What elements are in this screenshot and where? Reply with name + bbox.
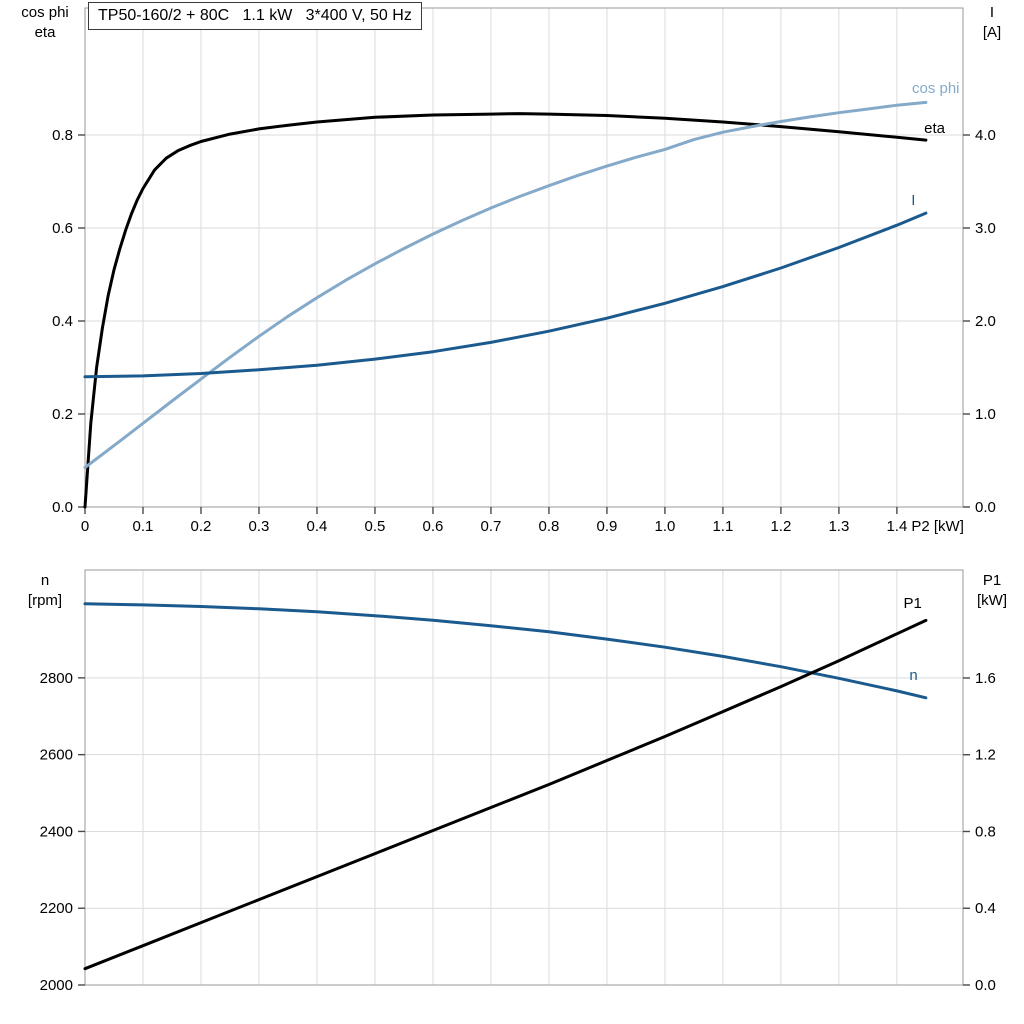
x-axis-tick-label: 0.8 bbox=[539, 518, 560, 535]
x-axis-tick-label: 0.7 bbox=[481, 518, 502, 535]
x-axis-tick-label: 1.1 bbox=[712, 518, 733, 535]
x-axis-tick-label: 1.2 bbox=[770, 518, 791, 535]
axis-title-line: [kW] bbox=[977, 592, 1007, 609]
top-chart-right-axis-title: I [A] bbox=[962, 3, 1022, 43]
curve-label-eta: eta bbox=[924, 120, 946, 137]
x-axis-tick-label: 0.3 bbox=[249, 518, 270, 535]
left-axis-tick-label: 0.8 bbox=[52, 127, 73, 144]
curve-label-P1: P1 bbox=[903, 595, 921, 612]
x-axis-tick-label: 0.6 bbox=[423, 518, 444, 535]
right-axis-tick-label: 0.4 bbox=[975, 900, 996, 917]
x-axis-tick-label: 0.4 bbox=[307, 518, 328, 535]
series-I-curve bbox=[83, 211, 928, 379]
right-axis-tick-label: 1.2 bbox=[975, 747, 996, 764]
right-axis-tick-label: 2.0 bbox=[975, 313, 996, 330]
axis-title-line: [A] bbox=[982, 24, 1002, 41]
axis-title-line: cos phi bbox=[21, 4, 69, 21]
axis-title-line: I bbox=[989, 4, 995, 21]
left-axis-tick-label: 2400 bbox=[40, 823, 73, 840]
x-axis-tick-label: 0 bbox=[81, 518, 89, 535]
x-axis-tick-label: 0.1 bbox=[133, 518, 154, 535]
bottom-chart-left-axis-title: n [rpm] bbox=[6, 571, 84, 611]
left-axis-tick-label: 2800 bbox=[40, 670, 73, 687]
bottom-chart-right-axis-title: P1 [kW] bbox=[962, 571, 1022, 611]
left-axis-tick-label: 0.2 bbox=[52, 406, 73, 423]
left-axis-tick-label: 2600 bbox=[40, 747, 73, 764]
x-axis-tick-label: 0.5 bbox=[365, 518, 386, 535]
curve-label-cos-phi: cos phi bbox=[912, 80, 960, 97]
left-axis-tick-label: 2000 bbox=[40, 977, 73, 994]
left-axis-tick-label: 0.6 bbox=[52, 220, 73, 237]
axis-title-line: n bbox=[40, 572, 50, 589]
plot-frame bbox=[84, 569, 964, 986]
series-eta-curve bbox=[83, 112, 928, 509]
right-axis-tick-label: 1.0 bbox=[975, 406, 996, 423]
right-axis-tick-label: 0.0 bbox=[975, 977, 996, 994]
right-axis-tick-label: 0.8 bbox=[975, 823, 996, 840]
x-axis-tick-label: 1.4 bbox=[886, 518, 907, 535]
x-axis-tick-label: 0.9 bbox=[596, 518, 617, 535]
axis-title-line: eta bbox=[34, 24, 56, 41]
axis-title-line: P1 bbox=[982, 572, 1002, 589]
x-axis-tick-label: 1.3 bbox=[828, 518, 849, 535]
curve-label-n: n bbox=[909, 667, 917, 684]
right-axis-tick-label: 1.6 bbox=[975, 670, 996, 687]
right-axis-tick-label: 4.0 bbox=[975, 127, 996, 144]
plot-frame bbox=[84, 7, 964, 508]
x-axis-tick-label: 1.0 bbox=[654, 518, 675, 535]
axis-title-line: [rpm] bbox=[27, 592, 63, 609]
series-P1-curve bbox=[83, 618, 928, 971]
x-axis-tick-label: 0.2 bbox=[191, 518, 212, 535]
left-axis-tick-label: 2200 bbox=[40, 900, 73, 917]
curve-label-I: I bbox=[911, 192, 915, 209]
right-axis-tick-label: 0.0 bbox=[975, 499, 996, 516]
x-axis-unit-label: P2 [kW] bbox=[911, 518, 964, 535]
series-cos-phi-curve bbox=[83, 100, 928, 469]
left-axis-tick-label: 0.0 bbox=[52, 499, 73, 516]
top-chart-left-axis-title: cos phi eta bbox=[6, 3, 84, 43]
series-n-curve bbox=[83, 602, 928, 700]
right-axis-tick-label: 3.0 bbox=[975, 220, 996, 237]
chart-title-box: TP50-160/2 + 80C 1.1 kW 3*400 V, 50 Hz bbox=[88, 2, 422, 30]
left-axis-tick-label: 0.4 bbox=[52, 313, 73, 330]
